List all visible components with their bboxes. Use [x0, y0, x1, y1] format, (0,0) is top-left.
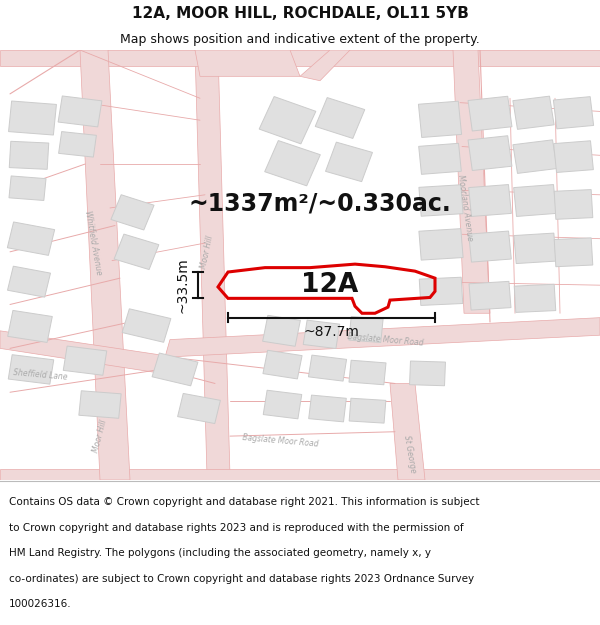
- Polygon shape: [453, 50, 490, 313]
- Polygon shape: [349, 398, 386, 423]
- Polygon shape: [469, 184, 511, 216]
- Polygon shape: [419, 278, 463, 306]
- Polygon shape: [418, 101, 461, 138]
- Polygon shape: [111, 195, 154, 230]
- Text: 100026316.: 100026316.: [9, 599, 71, 609]
- Text: to Crown copyright and database rights 2023 and is reproduced with the permissio: to Crown copyright and database rights 2…: [9, 522, 464, 532]
- Polygon shape: [468, 96, 512, 131]
- Polygon shape: [308, 395, 346, 422]
- Text: co-ordinates) are subject to Crown copyright and database rights 2023 Ordnance S: co-ordinates) are subject to Crown copyr…: [9, 574, 474, 584]
- Polygon shape: [419, 143, 461, 174]
- Polygon shape: [165, 318, 600, 357]
- Polygon shape: [468, 136, 512, 171]
- Polygon shape: [300, 50, 350, 81]
- Polygon shape: [259, 96, 316, 144]
- Text: Contains OS data © Crown copyright and database right 2021. This information is : Contains OS data © Crown copyright and d…: [9, 498, 479, 508]
- Polygon shape: [263, 316, 301, 346]
- Polygon shape: [513, 96, 554, 129]
- Polygon shape: [390, 384, 425, 480]
- Text: Moor Hill: Moor Hill: [91, 419, 109, 454]
- Polygon shape: [8, 355, 54, 384]
- Polygon shape: [513, 140, 557, 173]
- Polygon shape: [553, 97, 593, 129]
- Polygon shape: [326, 142, 373, 182]
- Polygon shape: [303, 320, 340, 349]
- Polygon shape: [554, 189, 593, 219]
- Polygon shape: [0, 331, 175, 375]
- Text: Moorland Avenue: Moorland Avenue: [456, 174, 474, 242]
- Polygon shape: [114, 234, 159, 269]
- Polygon shape: [178, 393, 220, 424]
- Polygon shape: [514, 233, 556, 264]
- Text: Sheffield Lane: Sheffield Lane: [13, 368, 68, 381]
- Polygon shape: [349, 316, 383, 342]
- Polygon shape: [265, 141, 320, 186]
- Polygon shape: [8, 101, 56, 135]
- Polygon shape: [554, 141, 593, 172]
- Polygon shape: [308, 355, 347, 381]
- Polygon shape: [0, 50, 600, 66]
- Polygon shape: [7, 222, 55, 256]
- Polygon shape: [80, 50, 130, 480]
- Text: Map shows position and indicative extent of the property.: Map shows position and indicative extent…: [120, 32, 480, 46]
- Text: St George: St George: [402, 434, 418, 473]
- Text: Bagslate Moor Road: Bagslate Moor Road: [242, 432, 319, 448]
- Text: Whitfield Avenue: Whitfield Avenue: [83, 210, 103, 276]
- Polygon shape: [410, 361, 445, 386]
- Text: HM Land Registry. The polygons (including the associated geometry, namely x, y: HM Land Registry. The polygons (includin…: [9, 548, 431, 558]
- Polygon shape: [63, 346, 107, 375]
- Polygon shape: [263, 350, 302, 379]
- Polygon shape: [419, 185, 463, 216]
- Polygon shape: [195, 50, 300, 76]
- Polygon shape: [419, 229, 463, 260]
- Text: 12A: 12A: [301, 272, 359, 298]
- Polygon shape: [349, 360, 386, 385]
- Polygon shape: [8, 311, 52, 342]
- Text: 12A, MOOR HILL, ROCHDALE, OL11 5YB: 12A, MOOR HILL, ROCHDALE, OL11 5YB: [131, 6, 469, 21]
- Polygon shape: [9, 141, 49, 169]
- Text: ~1337m²/~0.330ac.: ~1337m²/~0.330ac.: [188, 192, 451, 216]
- Text: ~33.5m: ~33.5m: [175, 258, 189, 313]
- Polygon shape: [79, 391, 121, 418]
- Polygon shape: [469, 231, 511, 262]
- Text: Bagslate Moor Road: Bagslate Moor Road: [347, 332, 424, 348]
- Polygon shape: [469, 281, 511, 310]
- Polygon shape: [122, 309, 171, 342]
- Polygon shape: [59, 132, 97, 157]
- Polygon shape: [514, 184, 556, 216]
- Polygon shape: [0, 469, 600, 480]
- Polygon shape: [195, 50, 230, 476]
- Polygon shape: [514, 284, 556, 312]
- Polygon shape: [58, 96, 102, 127]
- Polygon shape: [9, 176, 46, 201]
- Text: ~87.7m: ~87.7m: [304, 325, 359, 339]
- Polygon shape: [263, 390, 302, 419]
- Polygon shape: [554, 238, 593, 267]
- Text: Moor Hill: Moor Hill: [199, 234, 215, 269]
- Polygon shape: [8, 266, 50, 297]
- Polygon shape: [152, 353, 198, 386]
- Polygon shape: [315, 98, 365, 139]
